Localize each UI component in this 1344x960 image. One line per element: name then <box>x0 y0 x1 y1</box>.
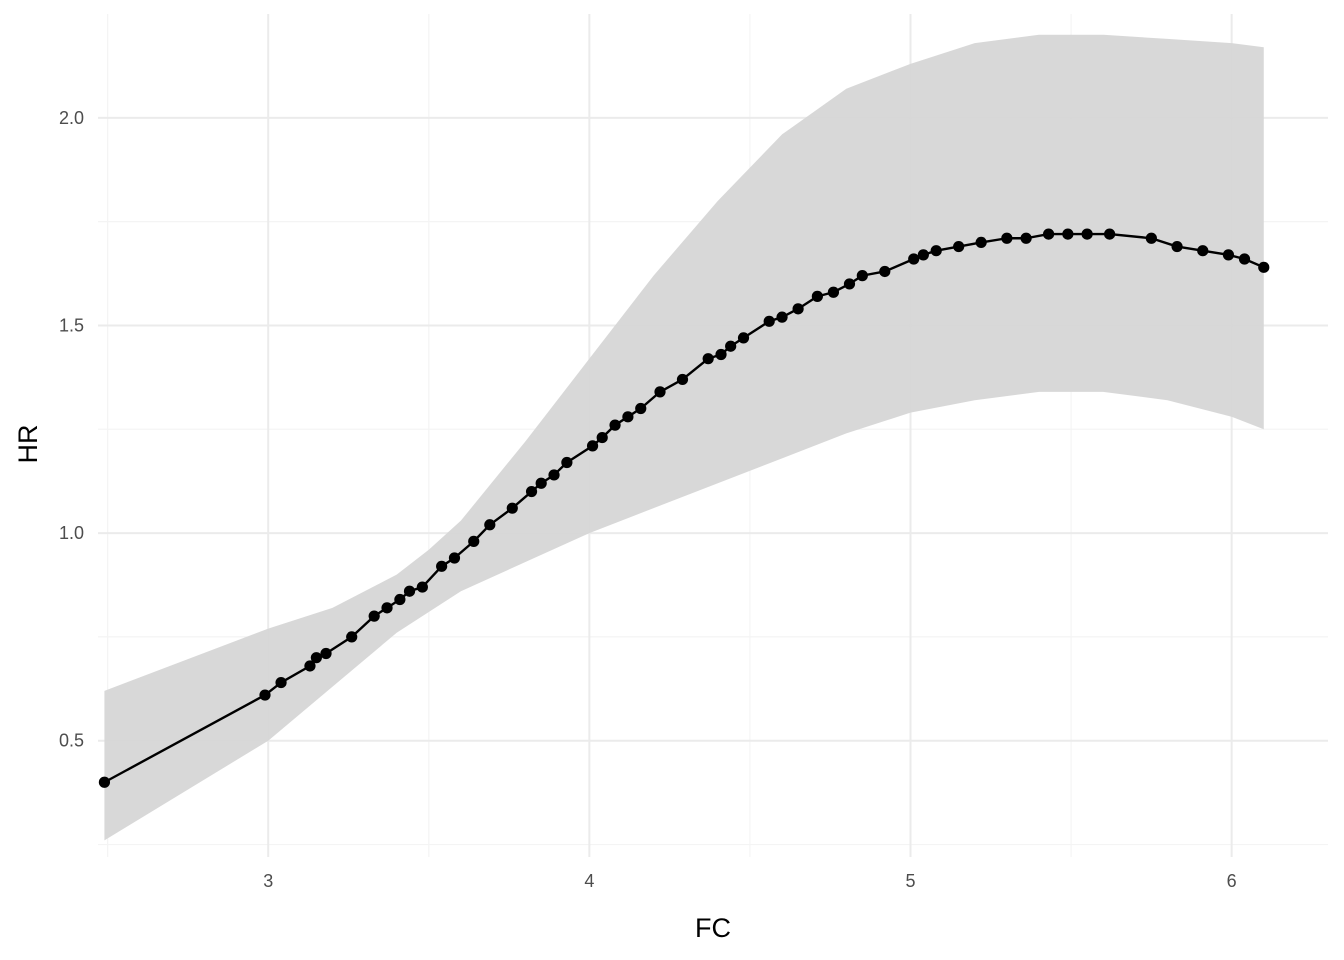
data-point <box>275 676 287 689</box>
data-point <box>586 440 599 452</box>
data-point <box>320 647 332 660</box>
data-point <box>1043 228 1055 240</box>
data-point <box>346 631 358 643</box>
data-point <box>654 386 666 398</box>
data-point <box>484 519 496 531</box>
data-point <box>304 660 316 672</box>
data-point <box>368 610 380 622</box>
data-point <box>98 776 111 788</box>
data-point <box>1197 245 1209 257</box>
data-point <box>930 245 942 257</box>
x-tick-labels: 3 4 5 6 <box>263 871 1236 891</box>
data-point <box>843 278 856 290</box>
y-tick-labels: 0.5 1.0 1.5 2.0 <box>59 108 84 751</box>
data-point <box>416 581 428 593</box>
data-point <box>725 340 737 352</box>
y-axis-title: HR <box>13 425 43 464</box>
data-point <box>953 240 965 253</box>
data-point <box>1001 232 1013 244</box>
data-point <box>827 286 840 298</box>
x-axis-title: FC <box>695 913 731 943</box>
x-tick-label: 6 <box>1227 871 1237 891</box>
data-point <box>1020 232 1032 244</box>
data-point <box>596 431 608 444</box>
data-point <box>1171 240 1183 253</box>
data-point <box>702 353 714 365</box>
data-point <box>635 402 647 415</box>
data-point <box>1238 253 1251 265</box>
data-point <box>1062 228 1074 240</box>
data-point <box>535 477 547 489</box>
data-point <box>1145 232 1157 244</box>
data-point <box>468 535 480 547</box>
data-point <box>975 236 987 248</box>
data-point <box>622 411 634 423</box>
data-point <box>561 456 573 469</box>
data-point <box>310 652 322 664</box>
x-tick-label: 5 <box>905 871 915 891</box>
y-tick-label: 1.5 <box>59 315 84 335</box>
data-point <box>1258 261 1270 273</box>
confidence-band-area <box>104 34 1264 841</box>
data-point <box>908 253 920 265</box>
data-point <box>763 315 775 327</box>
data-point <box>609 419 621 431</box>
data-point <box>548 469 560 481</box>
data-point <box>1104 228 1116 240</box>
x-tick-label: 4 <box>584 871 594 891</box>
x-tick-label: 3 <box>263 871 273 891</box>
y-tick-label: 1.0 <box>59 523 84 543</box>
data-point <box>737 332 750 344</box>
data-point <box>394 593 406 606</box>
data-points <box>98 228 1270 788</box>
y-tick-label: 0.5 <box>59 731 84 751</box>
data-point <box>381 602 393 614</box>
data-point <box>525 485 538 498</box>
data-point <box>1081 228 1093 240</box>
data-point <box>403 585 416 597</box>
data-point <box>792 303 804 315</box>
data-point <box>506 502 518 514</box>
data-point <box>448 552 461 564</box>
data-point <box>676 373 689 386</box>
data-point <box>259 689 271 701</box>
data-point <box>1222 249 1235 261</box>
confidence-band <box>104 34 1264 841</box>
y-tick-label: 2.0 <box>59 108 84 128</box>
data-point <box>811 290 823 302</box>
data-point <box>715 348 727 361</box>
data-point <box>436 560 448 572</box>
data-point <box>917 249 929 261</box>
data-point <box>776 311 788 323</box>
data-point <box>879 265 891 278</box>
data-point <box>856 270 868 282</box>
